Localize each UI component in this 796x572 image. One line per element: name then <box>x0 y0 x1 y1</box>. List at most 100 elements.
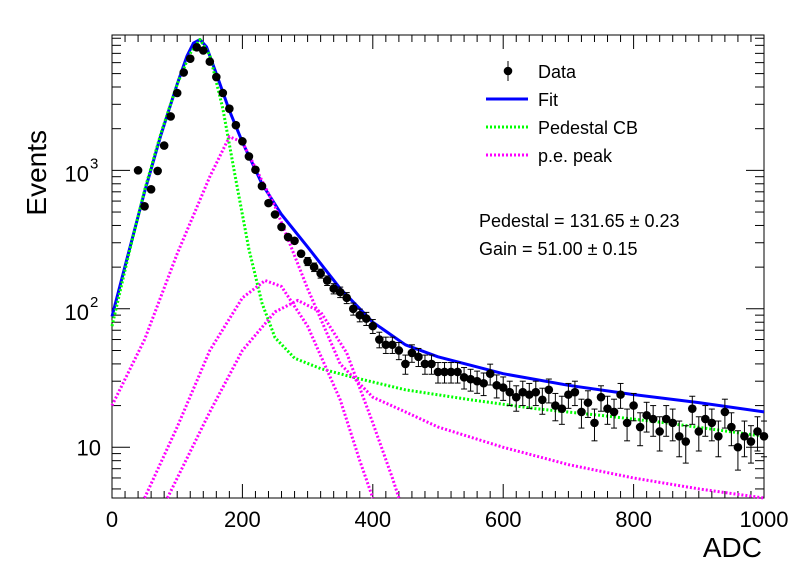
data-point <box>753 427 762 436</box>
data-point <box>231 120 241 130</box>
data-point <box>264 198 273 208</box>
data-point <box>309 262 319 272</box>
y-tick-label: 10 <box>77 435 101 460</box>
data-point <box>648 414 658 424</box>
legend-label-pedestal-cb: Pedestal CB <box>538 118 638 138</box>
data-points <box>133 43 769 471</box>
data-point <box>570 387 580 397</box>
data-point <box>446 367 456 377</box>
data-point <box>746 437 756 446</box>
fit-annotation: Gain = 51.00 ± 0.15 <box>479 239 638 259</box>
data-point <box>687 404 697 413</box>
data-point <box>661 414 671 424</box>
data-point <box>544 385 554 395</box>
data-point <box>740 431 749 441</box>
y-axis-label: Events <box>21 130 52 216</box>
x-tick-labels: 0 200 400 600 800 1000 <box>106 507 789 532</box>
data-point <box>701 414 710 424</box>
data-point <box>531 387 541 397</box>
data-point <box>257 181 267 191</box>
data-point <box>153 166 162 176</box>
data-point <box>759 431 769 441</box>
data-point <box>185 54 195 63</box>
data-point <box>205 57 215 66</box>
data-point <box>492 381 501 390</box>
data-point <box>244 152 254 161</box>
data-point <box>551 401 560 410</box>
data-point <box>407 348 417 358</box>
data-point <box>342 293 352 303</box>
data-point <box>159 141 169 150</box>
data-point <box>401 359 410 369</box>
y-tick-label: 10 <box>65 300 89 325</box>
legend-label-fit: Fit <box>538 90 558 110</box>
data-point <box>335 287 345 297</box>
data-point <box>459 373 469 382</box>
data-point <box>583 398 593 407</box>
data-point <box>225 104 234 113</box>
series-line-pedestal-cb <box>110 38 765 438</box>
data-point <box>714 431 723 441</box>
data-point <box>212 72 221 82</box>
series-line-p-e-peak <box>166 298 401 499</box>
data-point <box>577 407 586 417</box>
data-point <box>453 367 462 377</box>
data-point <box>511 392 521 402</box>
data-point <box>674 431 684 441</box>
data-point <box>727 422 736 432</box>
data-point <box>251 165 260 175</box>
legend-label-p-e-peak: p.e. peak <box>538 146 613 166</box>
data-point <box>420 359 430 369</box>
y-tick-label-exponent: 2 <box>90 294 98 311</box>
data-point <box>609 407 619 417</box>
data-point <box>505 387 515 397</box>
data-point <box>472 376 482 386</box>
data-point <box>629 401 638 410</box>
data-point <box>381 340 391 350</box>
data-point <box>479 378 488 388</box>
data-point <box>414 352 423 362</box>
data-point <box>518 387 528 397</box>
data-point <box>498 383 508 392</box>
data-point <box>524 390 534 399</box>
data-point <box>283 232 293 242</box>
data-point <box>538 395 547 405</box>
data-point <box>296 249 306 259</box>
data-point <box>290 236 299 246</box>
data-point <box>316 269 325 278</box>
data-point <box>733 442 743 452</box>
data-point <box>133 166 143 175</box>
data-point <box>172 88 182 98</box>
fit-annotation: Pedestal = 131.65 ± 0.23 <box>479 211 680 231</box>
data-point <box>368 321 378 331</box>
x-tick-label: 400 <box>354 507 391 532</box>
data-point <box>564 390 573 399</box>
data-point <box>146 184 156 194</box>
x-tick-label: 600 <box>485 507 522 532</box>
data-point <box>616 390 625 399</box>
series-line-p-e-peak <box>110 135 765 500</box>
data-point <box>329 284 338 293</box>
data-point <box>622 418 632 428</box>
data-point <box>277 222 286 232</box>
x-tick-label: 1000 <box>740 507 789 532</box>
data-point <box>394 346 404 355</box>
legend-label-data: Data <box>538 62 577 82</box>
data-point <box>218 88 228 98</box>
data-point <box>707 418 717 428</box>
legend-marker-data <box>503 66 513 76</box>
legend: Data Fit Pedestal CB p.e. peak <box>486 61 638 166</box>
data-point <box>433 367 443 377</box>
annotations: Pedestal = 131.65 ± 0.23 Gain = 51.00 ± 0… <box>479 211 680 259</box>
data-point <box>270 210 280 219</box>
data-point <box>361 314 371 323</box>
data-point <box>140 202 149 211</box>
axis-ticks <box>111 35 765 498</box>
x-tick-label: 0 <box>106 507 118 532</box>
data-point <box>427 359 436 369</box>
data-point <box>485 369 495 378</box>
x-axis-label: ADC <box>703 532 762 563</box>
